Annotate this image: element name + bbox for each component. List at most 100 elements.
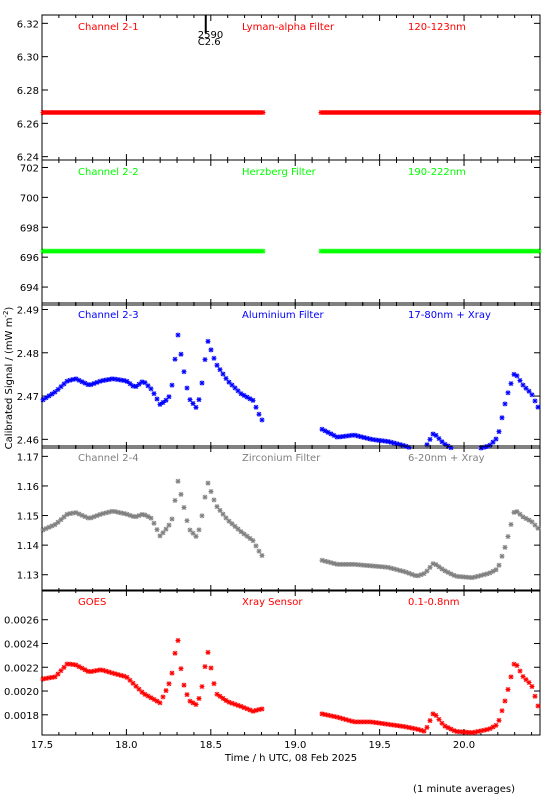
data-point: [370, 563, 376, 569]
data-point: [409, 725, 415, 731]
data-point: [364, 435, 370, 441]
data-point: [424, 568, 430, 574]
data-point: [130, 383, 136, 389]
data-point: [181, 682, 187, 688]
data-point: [526, 388, 532, 394]
data-point: [406, 570, 412, 576]
data-point: [493, 436, 499, 442]
data-point: [208, 347, 214, 353]
data-point: [205, 480, 211, 486]
data-point: [358, 562, 364, 568]
data-point: [490, 724, 496, 730]
data-point: [496, 429, 502, 435]
data-point: [103, 377, 109, 383]
data-point: [424, 724, 430, 730]
data-point: [409, 571, 415, 577]
data-point: [340, 716, 346, 722]
data-point: [109, 508, 115, 514]
data-point: [478, 572, 484, 578]
channel-label: GOES: [78, 597, 106, 608]
y-tick-label: 2.48: [17, 349, 39, 360]
data-point: [172, 356, 178, 362]
data-point: [49, 674, 55, 680]
data-point: [445, 569, 451, 575]
panel-5: 0.0018 0.0020 0.0022 0.0024 0.0026 GOES Xray S…: [4, 589, 541, 736]
data-point: [235, 388, 241, 394]
channel-label: Channel 2-2: [78, 167, 139, 178]
data-point: [260, 248, 266, 254]
data-point: [121, 673, 127, 679]
data-point: [67, 661, 73, 667]
data-point: [496, 717, 502, 723]
data-point: [523, 677, 529, 683]
data-point: [247, 707, 253, 713]
data-point: [448, 445, 454, 451]
data-point: [361, 435, 367, 441]
data-point: [331, 432, 337, 438]
data-point: [217, 367, 223, 373]
data-point: [250, 397, 256, 403]
y-axis-label: Calibrated Signal / (mW m-2): [2, 307, 15, 450]
data-point: [193, 533, 199, 539]
data-point: [373, 437, 379, 443]
data-point: [256, 411, 262, 417]
data-point: [508, 521, 514, 527]
data-point: [343, 717, 349, 723]
y-axis-label-exponent: -2: [2, 311, 10, 318]
y-tick-label: 694: [20, 283, 39, 294]
data-point: [523, 516, 529, 522]
data-point: [55, 386, 61, 392]
data-point: [337, 715, 343, 721]
data-point: [85, 382, 91, 388]
data-point: [475, 728, 481, 734]
data-point: [418, 727, 424, 733]
data-point: [142, 380, 148, 386]
filter-label: Aluminium Filter: [242, 310, 325, 321]
y-tick-label: 0.0022: [4, 663, 39, 674]
y-tick-label: 1.14: [17, 541, 39, 552]
data-point: [394, 441, 400, 447]
x-tick-label: 17.5: [31, 740, 53, 751]
data-point: [100, 378, 106, 384]
data-point: [346, 561, 352, 567]
data-point: [481, 727, 487, 733]
data-point: [61, 514, 67, 520]
data-point: [223, 375, 229, 381]
data-point: [487, 726, 493, 732]
series-5: [40, 638, 541, 736]
data-point: [166, 681, 172, 687]
data-point: [385, 721, 391, 727]
data-point: [166, 394, 172, 400]
data-point: [517, 668, 523, 674]
data-point: [430, 431, 436, 437]
data-point: [505, 687, 511, 693]
data-point: [157, 401, 163, 407]
band-label: 190-222nm: [408, 167, 466, 178]
data-point: [73, 510, 79, 516]
data-point: [463, 574, 469, 580]
data-point: [433, 432, 439, 438]
data-point: [142, 512, 148, 518]
data-point: [160, 400, 166, 406]
data-point: [148, 386, 154, 392]
data-point: [226, 699, 232, 705]
data-point: [412, 573, 418, 579]
data-point: [70, 510, 76, 516]
data-point: [352, 561, 358, 567]
data-point: [94, 513, 100, 519]
data-point: [79, 665, 85, 671]
data-point: [91, 514, 97, 520]
data-point: [493, 722, 499, 728]
data-point: [139, 379, 145, 385]
data-point: [247, 535, 253, 541]
data-point: [172, 497, 178, 503]
data-point: [253, 404, 259, 410]
data-point: [136, 513, 142, 519]
data-point: [91, 668, 97, 674]
data-point: [136, 686, 142, 692]
data-point: [370, 719, 376, 725]
data-point: [163, 526, 169, 532]
data-point: [406, 724, 412, 730]
data-point: [154, 698, 160, 704]
data-point: [256, 707, 262, 713]
